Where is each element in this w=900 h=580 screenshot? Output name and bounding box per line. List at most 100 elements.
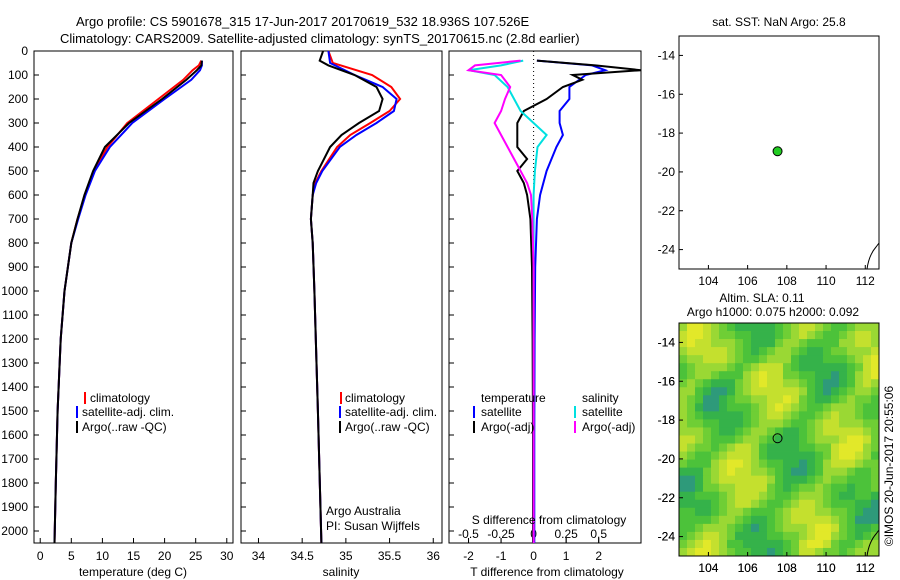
heatmap-cell (679, 363, 688, 372)
heatmap-cell (831, 435, 840, 444)
heatmap-cell (703, 395, 712, 404)
heatmap-cell (807, 547, 816, 557)
heatmap-cell (679, 403, 688, 412)
heatmap-cell (823, 507, 832, 517)
heatmap-cell (679, 499, 688, 509)
heatmap-cell (751, 531, 760, 541)
heatmap-cell (863, 355, 872, 364)
heatmap-cell (839, 547, 848, 557)
heatmap-cell (767, 547, 776, 557)
heatmap-cell (823, 467, 832, 477)
heatmap-cell (855, 547, 864, 557)
heatmap-cell (743, 323, 752, 332)
heatmap-cell (839, 371, 848, 380)
heatmap-cell (791, 451, 800, 460)
heatmap-cell (815, 403, 824, 412)
heatmap-cell (831, 515, 840, 525)
y-tick-label: 600 (8, 188, 28, 202)
heatmap-cell (687, 387, 696, 396)
heatmap-cell (767, 475, 776, 485)
heatmap-cell (687, 531, 696, 541)
heatmap-cell (743, 427, 752, 436)
map-x-tick-label: 108 (777, 274, 797, 288)
heatmap-cell (711, 499, 720, 509)
heatmap-cell (871, 507, 880, 517)
heatmap-cell (831, 427, 840, 436)
heatmap-cell (815, 387, 824, 396)
heatmap-cell (679, 323, 688, 332)
heatmap-cell (727, 435, 736, 444)
heatmap-cell (703, 459, 712, 469)
heatmap-cell (719, 491, 728, 501)
heatmap-cell (743, 499, 752, 509)
map-x-tick-label: 108 (777, 561, 797, 575)
heatmap-cell (719, 499, 728, 509)
heatmap-cell (775, 371, 784, 380)
heatmap-cell (815, 371, 824, 380)
heatmap-cell (791, 339, 800, 348)
s-x-tick-label: 0.25 (554, 527, 578, 541)
heatmap-cell (807, 379, 816, 388)
heatmap-cell (799, 539, 808, 549)
heatmap-cell (751, 427, 760, 436)
map-y-tick-label: -16 (658, 87, 676, 101)
heatmap-cell (871, 363, 880, 372)
heatmap-cell (783, 531, 792, 541)
heatmap-cell (839, 523, 848, 533)
temperature-legend: climatology satellite-adj. clim. Argo(..… (76, 391, 174, 434)
heatmap-cell (783, 419, 792, 428)
heatmap-cell (711, 435, 720, 444)
heatmap-cell (687, 411, 696, 420)
heatmap-cell (767, 483, 776, 493)
heatmap-cell (799, 443, 808, 452)
heatmap-cell (695, 483, 704, 493)
heatmap-cell (687, 435, 696, 444)
heatmap-cell (735, 323, 744, 332)
heatmap-cell (727, 483, 736, 493)
heatmap-cell (823, 531, 832, 541)
heatmap-cell (807, 331, 816, 340)
x-tick-label: 10 (96, 549, 110, 563)
heatmap-cell (679, 395, 688, 404)
series-line-climatology (53, 60, 203, 544)
heatmap-cell (695, 339, 704, 348)
heatmap-cell (815, 515, 824, 525)
heatmap-cell (839, 499, 848, 509)
heatmap-cell (759, 331, 768, 340)
heatmap-cell (871, 395, 880, 404)
heatmap-cell (759, 475, 768, 485)
heatmap-cell (831, 507, 840, 517)
map-y-tick-label: -22 (658, 204, 676, 218)
heatmap-cell (807, 531, 816, 541)
heatmap-cell (847, 387, 856, 396)
y-tick-label: 1200 (1, 332, 28, 346)
heatmap-cell (711, 371, 720, 380)
heatmap-cell (783, 475, 792, 485)
heatmap-cell (807, 323, 816, 332)
heatmap-cell (783, 491, 792, 501)
heatmap-cell (807, 395, 816, 404)
map-x-tick-label: 110 (816, 561, 835, 575)
heatmap-cell (831, 467, 840, 477)
heatmap-cell (751, 515, 760, 525)
heatmap-cell (711, 379, 720, 388)
heatmap-cell (767, 347, 776, 356)
heatmap-cell (751, 339, 760, 348)
heatmap-cell (687, 459, 696, 469)
heatmap-cell (831, 347, 840, 356)
heatmap-cell (775, 387, 784, 396)
heatmap-cell (735, 499, 744, 509)
heatmap-cell (823, 419, 832, 428)
heatmap-cell (759, 491, 768, 501)
heatmap-cell (743, 491, 752, 501)
heatmap-cell (767, 395, 776, 404)
heatmap-cell (807, 483, 816, 493)
heatmap-cell (847, 323, 856, 332)
legend-satellite-label: satellite-adj. clim. (82, 405, 174, 419)
heatmap-cell (775, 475, 784, 485)
heatmap-cell (727, 379, 736, 388)
temperature-panel: 0 5 10 15 20 25 300100200300400500600700800900… (1, 44, 233, 563)
heatmap-cell (727, 403, 736, 412)
heatmap-cell (847, 339, 856, 348)
